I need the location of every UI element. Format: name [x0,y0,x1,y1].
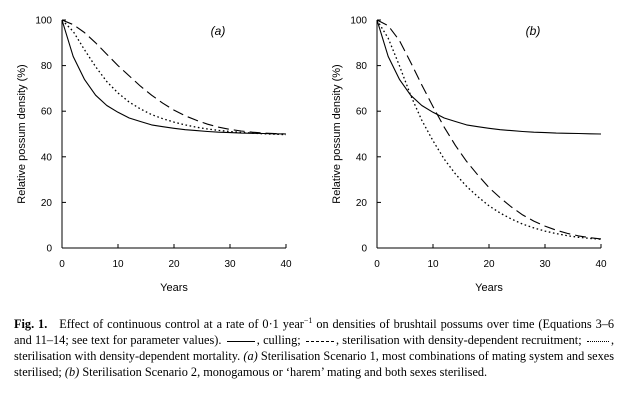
x-tick-label-a-40: 40 [280,259,292,270]
caption-text-1: Effect of continuous control at a rate o… [59,317,304,332]
series-line-b-dashed [376,19,602,240]
caption-panel-b-ref: (b) [64,365,80,380]
legend-dashed-swatch [305,340,334,342]
caption-text-2: on densities of brushtail possums over t… [14,317,615,348]
caption-text-5: , sterilisation with density-dependent m… [14,333,615,364]
x-tick-label-b-0: 0 [374,259,380,270]
y-tick-label-a-60: 60 [41,107,53,118]
x-tick-label-b-20: 20 [483,259,495,270]
y-tick-label-b-20: 20 [356,198,368,209]
caption-text-3: , culling; [256,333,301,348]
legend-dotted-swatch [586,340,609,342]
y-tick-label-a-0: 0 [46,244,52,255]
caption-panel-a-ref: (a) [243,349,258,364]
y-axis-title-b: Relative possum density (%) [331,64,343,203]
y-tick-label-a-100: 100 [35,16,52,27]
x-tick-label-a-10: 10 [112,259,124,270]
series-line-a-solid [61,19,287,135]
y-tick-label-a-20: 20 [41,198,53,209]
y-tick-label-b-80: 80 [356,61,368,72]
y-tick-label-b-100: 100 [350,16,367,27]
caption-figure-label: Fig. 1. [14,317,48,332]
figure-caption: Fig. 1. Effect of continuous control at a… [14,313,614,380]
x-tick-label-a-20: 20 [168,259,180,270]
series-line-b-solid [376,19,602,135]
legend-solid-swatch [226,340,255,342]
caption-superscript: −1 [303,316,313,325]
y-tick-label-a-40: 40 [41,152,53,163]
panel-label-a: (a) [211,24,226,38]
x-tick-label-b-30: 30 [539,259,551,270]
series-line-a-dotted [61,19,287,136]
y-tick-label-b-40: 40 [356,152,368,163]
series-line-b-dotted [376,19,602,240]
x-axis-title-a: Years [160,282,188,294]
x-tick-label-b-40: 40 [595,259,607,270]
y-tick-label-b-60: 60 [356,107,368,118]
x-tick-label-a-0: 0 [59,259,65,270]
x-tick-label-b-10: 10 [427,259,439,270]
caption-text-4: , sterilisation with density-dependent r… [335,333,582,348]
x-tick-label-a-30: 30 [224,259,236,270]
panel-label-b: (b) [526,24,541,38]
y-tick-label-b-0: 0 [361,244,367,255]
x-axis-title-b: Years [475,282,503,294]
caption-text-7: Sterilisation Scenario 1, most combinati… [14,349,614,380]
series-line-a-dashed [61,19,287,135]
caption-text-9: Sterilisation Scenario 2, monogamous or … [79,365,488,380]
y-tick-label-a-80: 80 [41,61,53,72]
y-axis-title-a: Relative possum density (%) [16,64,28,203]
